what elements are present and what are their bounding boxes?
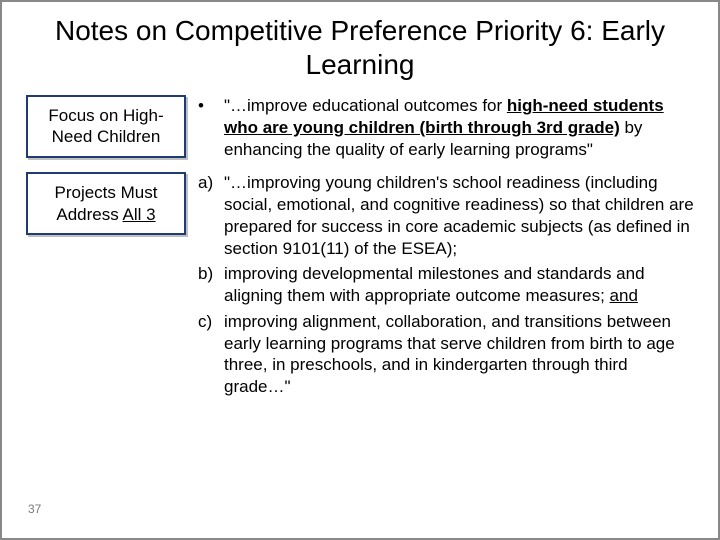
box1-line1: Focus on High- [48,106,163,125]
a-marker: a) [198,172,224,194]
content-2: a) "…improving young children's school r… [186,172,694,402]
box2-line2b: All 3 [123,205,156,224]
item-c: c) improving alignment, collaboration, a… [198,311,694,398]
content-1: • "…improve educational outcomes for hig… [186,95,694,164]
item-a: a) "…improving young children's school r… [198,172,694,259]
slide: Notes on Competitive Preference Priority… [2,2,718,538]
row-2: Projects Must Address All 3 a) "…improvi… [26,172,694,402]
row-1: Focus on High- Need Children • "…improve… [26,95,694,164]
box-projects-all3: Projects Must Address All 3 [26,172,186,235]
c-marker: c) [198,311,224,333]
c-text: improving alignment, collaboration, and … [224,311,694,398]
box2-line1: Projects Must [55,183,158,202]
b-marker: b) [198,263,224,285]
bullet-1-text: "…improve educational outcomes for high-… [224,95,694,160]
b-text-b: and [610,286,638,305]
box1-line2: Need Children [52,127,161,146]
page-number: 37 [28,502,41,516]
b1-a: "…improve educational outcomes for [224,96,507,115]
bullet-1-marker: • [198,95,224,117]
box-focus-highneed: Focus on High- Need Children [26,95,186,158]
b-text: improving developmental milestones and s… [224,263,694,307]
slide-title: Notes on Competitive Preference Priority… [26,14,694,81]
box2-line2a: Address [56,205,122,224]
bullet-1: • "…improve educational outcomes for hig… [198,95,694,160]
a-text: "…improving young children's school read… [224,172,694,259]
b-text-a: improving developmental milestones and s… [224,264,645,305]
item-b: b) improving developmental milestones an… [198,263,694,307]
